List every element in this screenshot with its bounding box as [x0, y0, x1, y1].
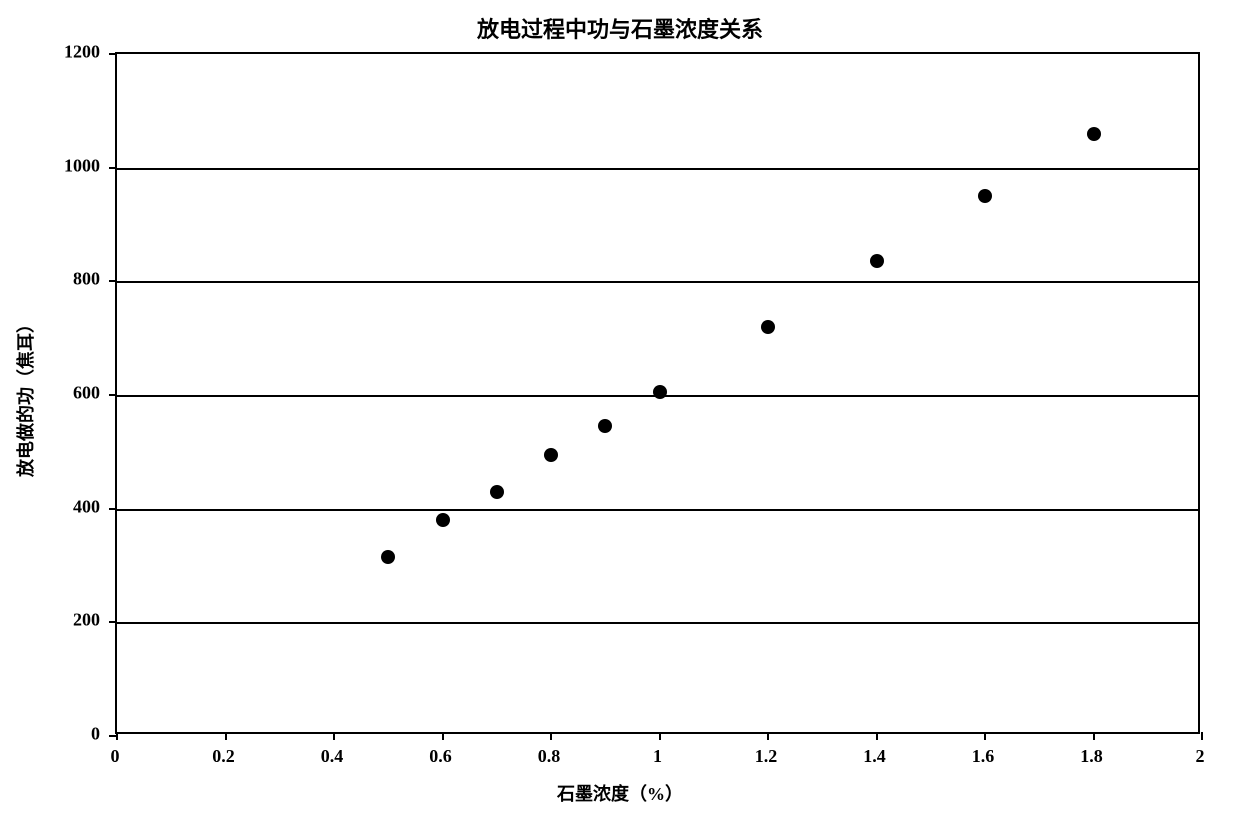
gridline-horizontal	[117, 281, 1198, 283]
y-tick-label: 600	[0, 383, 100, 404]
gridline-horizontal	[117, 168, 1198, 170]
y-tick-label: 0	[0, 724, 100, 745]
scatter-marker-circle	[653, 385, 667, 399]
x-tick-label: 1.6	[972, 746, 995, 767]
y-tick-label: 1200	[0, 42, 100, 63]
scatter-marker-circle	[436, 513, 450, 527]
x-tick-label: 1.4	[863, 746, 886, 767]
scatter-marker-circle	[978, 189, 992, 203]
x-tick	[659, 732, 661, 740]
scatter-marker-circle	[490, 485, 504, 499]
x-tick-label: 2	[1196, 746, 1205, 767]
y-tick-label: 200	[0, 610, 100, 631]
scatter-marker-circle	[1087, 127, 1101, 141]
chart-title: 放电过程中功与石墨浓度关系	[0, 12, 1240, 44]
scatter-marker-circle	[598, 419, 612, 433]
x-tick	[442, 732, 444, 740]
y-tick	[109, 280, 117, 282]
x-tick	[876, 732, 878, 740]
y-tick	[109, 621, 117, 623]
x-tick	[767, 732, 769, 740]
x-tick	[225, 732, 227, 740]
chart-container: 放电过程中功与石墨浓度关系 石墨浓度（%） 放电做的功（焦耳） 00.20.40…	[0, 0, 1240, 831]
x-tick	[550, 732, 552, 740]
y-tick-label: 400	[0, 496, 100, 517]
y-tick	[109, 735, 117, 737]
x-tick	[1201, 732, 1203, 740]
y-tick-label: 800	[0, 269, 100, 290]
y-tick	[109, 508, 117, 510]
x-tick-label: 0.6	[429, 746, 452, 767]
x-tick-label: 0.4	[321, 746, 344, 767]
x-tick	[984, 732, 986, 740]
y-tick	[109, 167, 117, 169]
scatter-marker-circle	[870, 254, 884, 268]
x-tick-label: 1.2	[755, 746, 778, 767]
x-tick-label: 1	[653, 746, 662, 767]
scatter-marker-circle	[544, 448, 558, 462]
x-tick-label: 1.8	[1080, 746, 1103, 767]
gridline-horizontal	[117, 509, 1198, 511]
y-tick-label: 1000	[0, 155, 100, 176]
y-tick	[109, 53, 117, 55]
x-axis-title: 石墨浓度（%）	[0, 780, 1240, 806]
x-tick-label: 0.8	[538, 746, 561, 767]
x-tick-label: 0	[111, 746, 120, 767]
plot-area	[115, 52, 1200, 734]
x-tick	[1093, 732, 1095, 740]
scatter-marker-circle	[761, 320, 775, 334]
x-tick	[333, 732, 335, 740]
y-tick	[109, 394, 117, 396]
scatter-marker-circle	[381, 550, 395, 564]
x-tick-label: 0.2	[212, 746, 235, 767]
gridline-horizontal	[117, 622, 1198, 624]
